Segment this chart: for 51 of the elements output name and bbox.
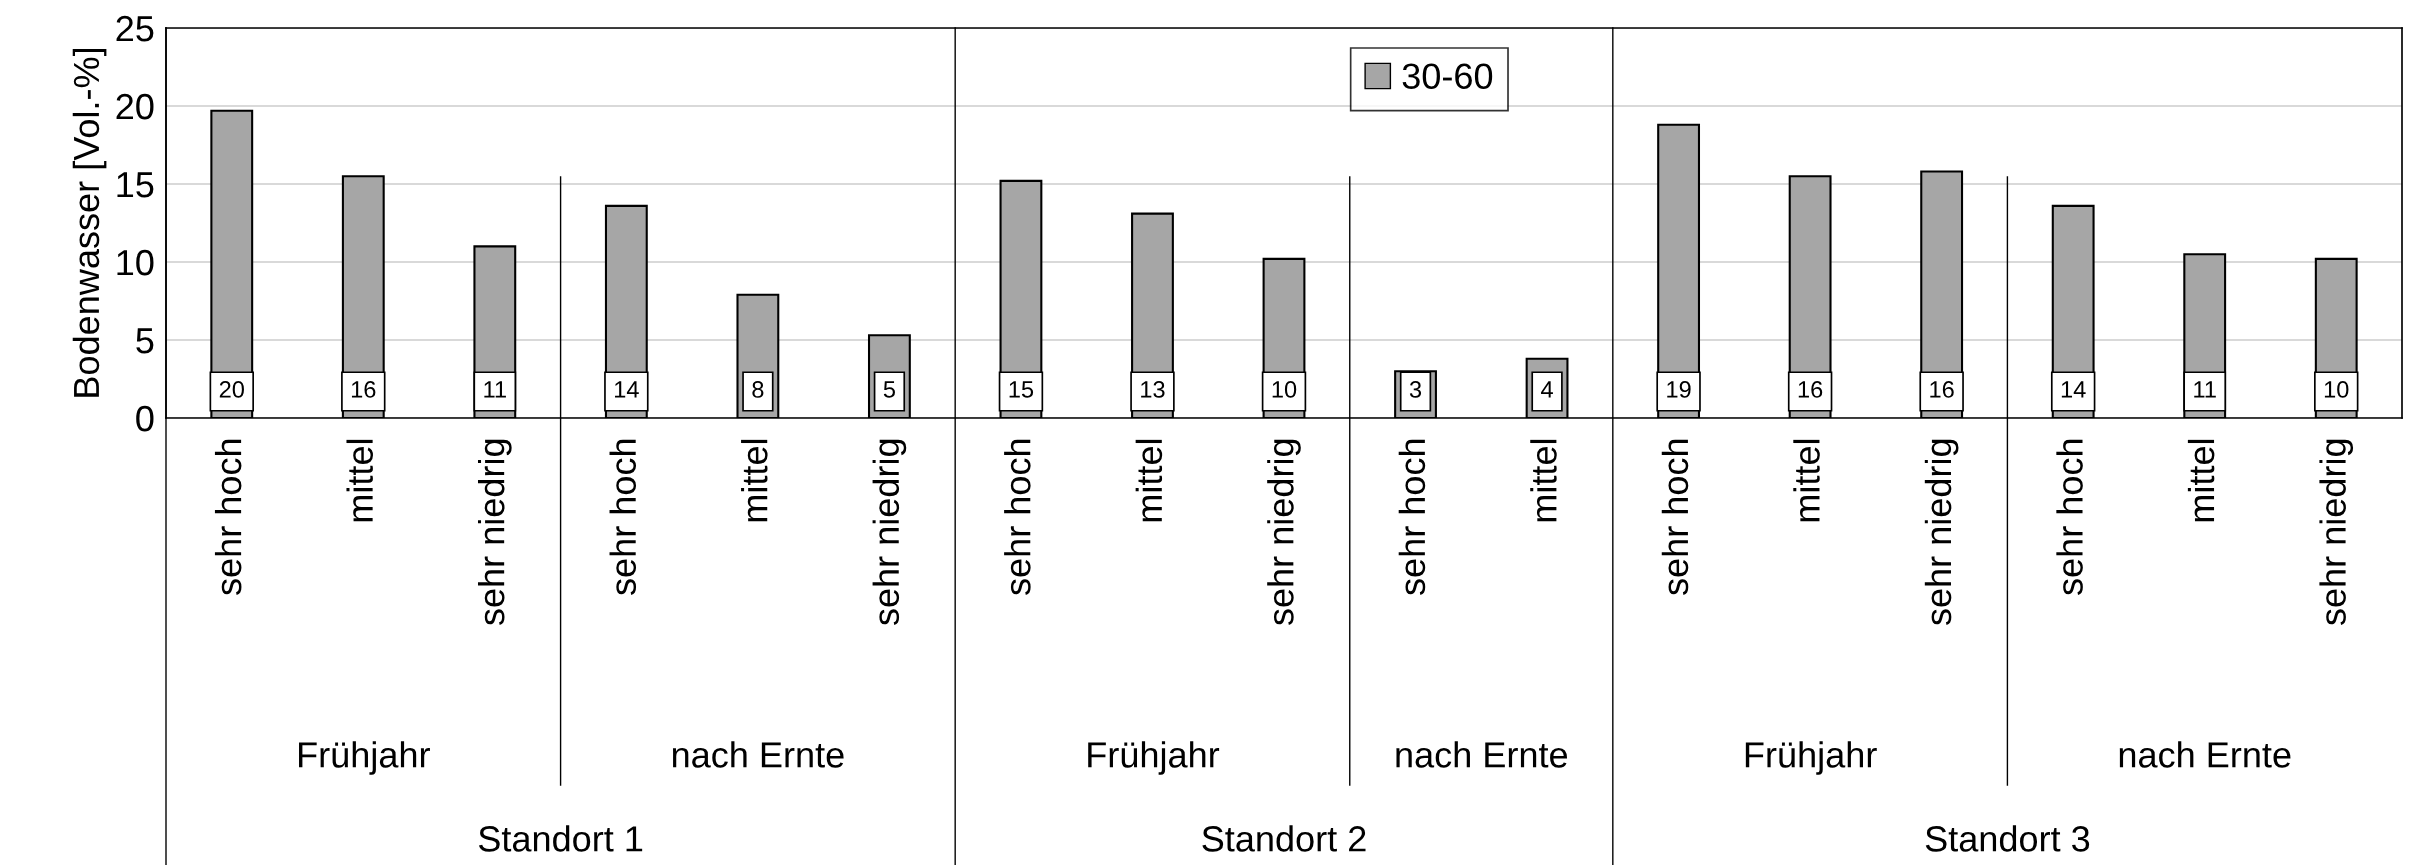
data-label: 20 [219,381,244,398]
data-label: 16 [1798,381,1823,398]
data-label: 14 [2061,381,2086,398]
x-tick-label: mittel [1530,439,1557,522]
data-label: 5 [883,381,895,398]
data-label: 4 [1541,381,1553,398]
x-tick-label: sehr niedrig [2319,439,2354,626]
x-tick-label: mittel [741,439,768,522]
text: Standort 3 [1925,825,2090,852]
x-tick-label: sehr niedrig [1267,439,1301,626]
data-label: 15 [1009,381,1034,398]
x-tick-label: mittel [346,439,373,522]
data-label: 3 [1409,381,1422,398]
x-tick-label: sehr hoch [214,439,242,596]
x-tick-label: sehr niedrig [1924,439,1959,626]
data-label: 19 [1667,381,1691,398]
text: Frühjahr [1088,741,1220,775]
x-tick-label: sehr hoch [1004,439,1031,596]
data-label: 16 [351,381,376,398]
text: Frühjahr [1745,741,1877,775]
x-tick-label: sehr hoch [609,439,637,596]
data-label: 10 [2324,381,2349,398]
legend-label: 30-60 [1402,63,1493,89]
text: nach Ernte [672,741,844,768]
y-tick-label: 0 [136,405,154,432]
x-tick-label: sehr hoch [1398,439,1426,596]
y-tick-label: 5 [136,328,154,354]
y-tick-label: 10 [117,249,154,276]
y-axis-title: Bodenwasser [Vol.-%] [72,48,107,397]
text: Frühjahr [299,741,430,775]
x-tick-label: sehr niedrig [477,439,512,626]
x-tick-label: sehr niedrig [872,439,907,626]
data-label: 14 [615,381,639,398]
text: nach Ernte [2119,741,2291,768]
data-label: 13 [1141,381,1165,398]
x-tick-label: sehr hoch [1661,439,1689,596]
text: nach Ernte [1396,741,1568,768]
y-tick-label: 15 [117,172,154,198]
data-label: 10 [1272,381,1297,398]
x-tick-label: mittel [1793,439,1820,522]
x-tick-label: mittel [2187,439,2215,522]
text: Standort 2 [1202,825,1366,852]
data-label: 11 [484,381,506,398]
y-tick-label: 25 [116,15,154,42]
data-label: 11 [2194,381,2216,398]
y-tick-label: 20 [116,93,154,120]
x-tick-label: sehr hoch [2056,439,2083,596]
text: Standort 1 [478,825,643,852]
x-tick-label: mittel [1135,439,1163,522]
data-label: 8 [752,381,764,398]
data-label: 16 [1930,381,1954,398]
